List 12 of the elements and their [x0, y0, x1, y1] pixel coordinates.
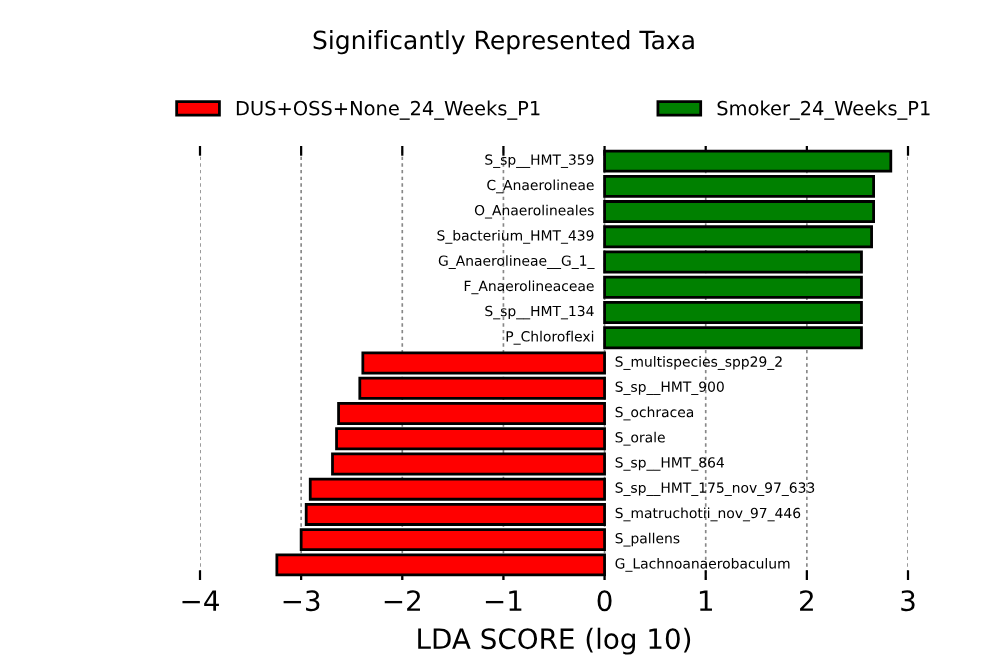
chart-title: Significantly Represented Taxa [313, 30, 694, 55]
x-tick-label: −4 [182, 590, 219, 611]
x-tick-label: 3 [901, 590, 915, 612]
x-tick-label: −3 [283, 590, 320, 612]
x-tick-label: 0 [597, 590, 612, 612]
legend-label: DUS+OSS+None_24_Weeks_P1 [236, 100, 540, 120]
x-tick-label: 1 [699, 590, 712, 611]
x-tick-label: 2 [800, 590, 813, 611]
x-axis-title: LDA SCORE (log 10) [418, 627, 691, 655]
x-tick-label: −2 [384, 590, 420, 611]
x-tick-label: −1 [485, 590, 522, 611]
legend-label: Smoker_24_Weeks_P1 [717, 100, 930, 120]
